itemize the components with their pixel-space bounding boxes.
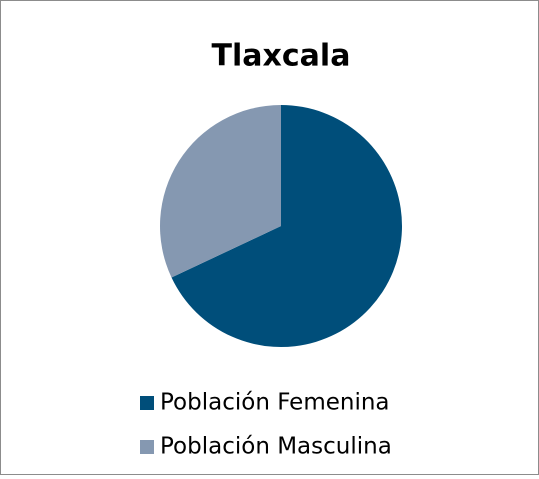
chart-title: Tlaxcala [212, 39, 351, 74]
legend-label: Población Masculina [160, 434, 392, 460]
legend-label: Población Femenina [160, 390, 390, 416]
legend-swatch [140, 440, 154, 454]
pie-slice [160, 105, 281, 278]
pie-slice [171, 105, 403, 347]
legend-swatch [140, 396, 154, 410]
